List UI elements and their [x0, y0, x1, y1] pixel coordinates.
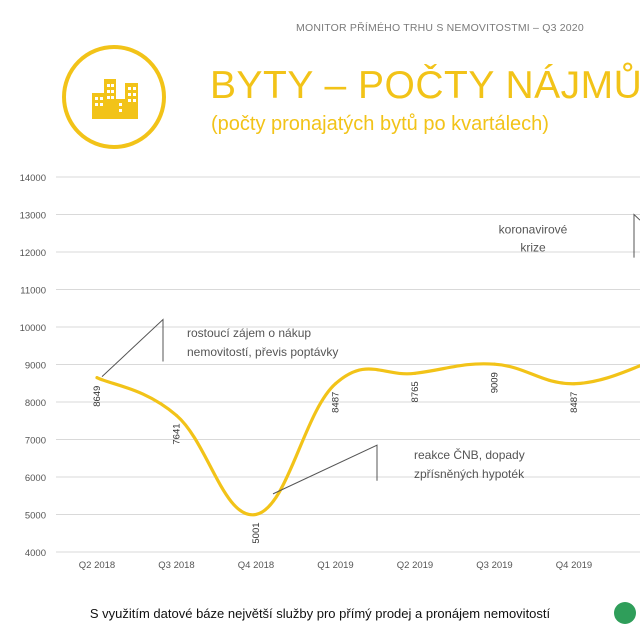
annotation-text: rostoucí zájem o nákup — [187, 326, 311, 340]
buildings-icon — [92, 79, 138, 119]
data-point — [413, 371, 417, 375]
y-tick-label: 13000 — [20, 211, 46, 222]
x-tick-label: Q2 2018 — [79, 560, 115, 571]
annotation-text: nemovitostí, převis poptávky — [187, 345, 338, 359]
data-label: 5001 — [251, 522, 262, 543]
data-label: 8487 — [569, 392, 580, 413]
data-point — [493, 362, 496, 366]
annotation-text: zpřísněných hypoték — [414, 467, 525, 481]
footer-note: S využitím datové báze největší služby p… — [89, 606, 551, 621]
annotation-text: koronavirové — [499, 223, 568, 237]
data-point — [95, 376, 99, 380]
y-tick-label: 6000 — [25, 473, 46, 484]
x-tick-label: Q4 2018 — [238, 560, 274, 571]
annotation-text: reakce ČNB, dopady — [414, 447, 525, 462]
y-tick-label: 11000 — [20, 286, 46, 297]
x-tick-label: Q1 2019 — [317, 560, 353, 571]
data-point — [572, 382, 576, 386]
report-header: MONITOR PŘÍMÉHO TRHU S NEMOVITOSTMI – Q3… — [296, 22, 584, 34]
y-tick-label: 5000 — [25, 511, 46, 522]
y-tick-label: 10000 — [20, 323, 46, 334]
y-tick-label: 14000 — [20, 173, 46, 184]
annotation-leader — [633, 213, 640, 258]
data-label: 7641 — [172, 423, 183, 444]
y-tick-label: 7000 — [25, 436, 46, 447]
annotation-leader — [101, 318, 164, 378]
annotation-leader — [272, 444, 378, 495]
y-tick-label: 12000 — [20, 248, 46, 259]
x-tick-label: Q3 2018 — [158, 560, 194, 571]
series-line — [95, 362, 640, 517]
data-label: 8649 — [92, 386, 103, 407]
logo — [62, 45, 166, 149]
annotation-text: krize — [520, 241, 546, 255]
line-chart: 4000 5000 6000 7000 8000 9000 10000 11000 12000 1… — [20, 173, 640, 571]
data-label: 8487 — [331, 392, 342, 413]
page-title: BYTY – POČTY NÁJMŮ — [210, 64, 640, 107]
y-tick-label: 8000 — [25, 398, 46, 409]
x-tick-label: Q3 2019 — [476, 560, 512, 571]
data-point — [334, 382, 337, 386]
data-label: 9009 — [490, 372, 501, 393]
data-point — [254, 512, 258, 516]
y-tick-label: 4000 — [25, 548, 46, 559]
x-tick-label: Q4 2019 — [556, 560, 592, 571]
data-point — [175, 413, 178, 417]
x-tick-label: Q2 2019 — [397, 560, 433, 571]
page-subtitle: (počty pronajatých bytů po kvartálech) — [211, 113, 549, 135]
key-icon — [614, 602, 636, 624]
data-label: 8765 — [410, 381, 421, 402]
y-tick-label: 9000 — [25, 361, 46, 372]
